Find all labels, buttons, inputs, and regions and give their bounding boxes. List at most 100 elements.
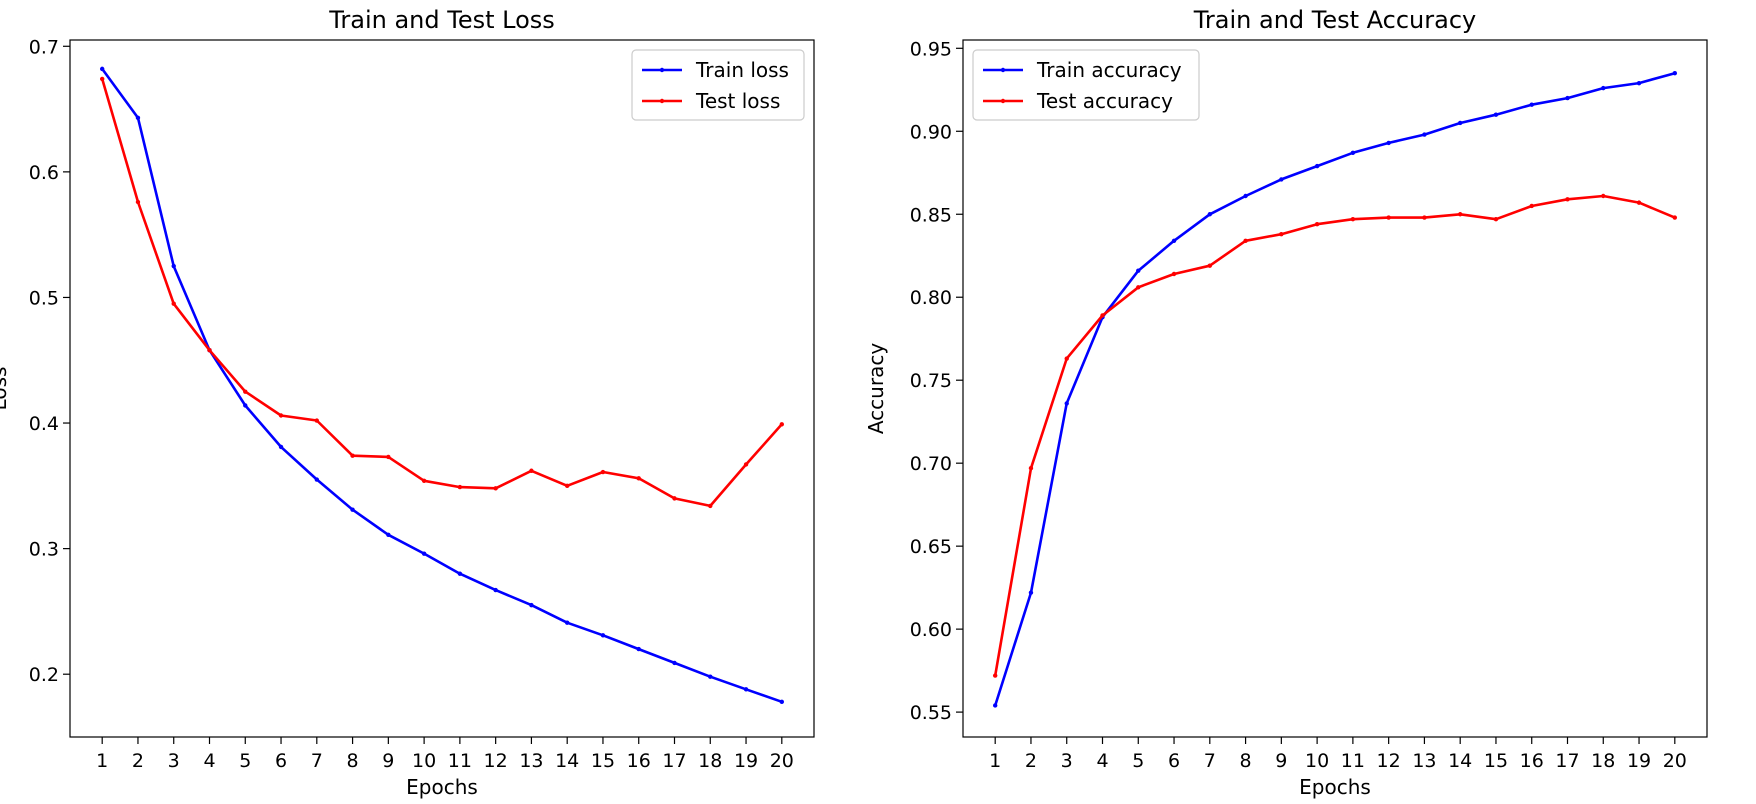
data-point-test-loss [278, 413, 284, 418]
data-point-train-accuracy [1207, 212, 1213, 217]
y-tick-label: 0.80 [910, 287, 952, 309]
data-point-test-accuracy [1136, 285, 1141, 290]
data-point-train-loss [278, 444, 284, 450]
y-tick-label: 0.70 [910, 453, 952, 475]
y-axis-label: Accuracy [864, 343, 888, 434]
y-tick-label: 0.5 [29, 287, 59, 309]
series-line-test-loss [100, 78, 783, 508]
x-tick-label: 8 [1240, 750, 1252, 772]
data-point-test-loss [243, 389, 248, 394]
x-tick-label: 5 [1132, 750, 1144, 772]
data-point-test-loss [708, 503, 713, 509]
x-tick-label: 7 [311, 750, 323, 772]
data-point-train-loss [743, 687, 749, 692]
x-tick-label: 13 [1412, 750, 1436, 772]
x-tick-label: 11 [1341, 750, 1365, 772]
x-tick-label: 14 [555, 750, 579, 772]
data-point-test-accuracy [1386, 215, 1391, 220]
x-tick-label: 4 [203, 750, 215, 772]
data-point-test-loss [457, 484, 463, 490]
data-point-test-loss [779, 422, 785, 427]
y-tick-label: 0.90 [910, 121, 952, 143]
data-point-train-loss [779, 699, 785, 705]
legend-label: Test accuracy [1036, 89, 1173, 113]
data-point-test-accuracy [1028, 465, 1034, 471]
data-point-train-accuracy [1171, 238, 1177, 244]
legend: Train accuracy Test accuracy [972, 49, 1200, 121]
data-point-test-loss [421, 478, 427, 484]
plot-frame [962, 39, 1708, 738]
data-point-train-accuracy [1601, 85, 1606, 91]
data-point-train-accuracy [1422, 132, 1427, 137]
data-point-train-accuracy [1279, 177, 1284, 182]
x-tick-label: 10 [1305, 750, 1329, 772]
data-point-train-loss [564, 620, 570, 625]
data-point-train-loss [708, 674, 713, 679]
data-point-test-accuracy [1422, 215, 1427, 220]
chart-title: Train and Test Loss [328, 6, 555, 34]
x-tick-label: 3 [168, 750, 180, 772]
data-point-test-accuracy [992, 673, 998, 678]
data-point-train-accuracy [1565, 95, 1570, 101]
data-point-train-accuracy [1457, 120, 1463, 126]
y-tick-label: 0.3 [29, 539, 59, 561]
data-point-train-accuracy [1493, 112, 1499, 117]
data-point-train-accuracy [1672, 70, 1678, 76]
x-tick-label: 1 [989, 750, 1001, 772]
data-point-test-loss [600, 469, 606, 475]
data-point-test-loss [636, 476, 641, 481]
data-point-train-accuracy [1350, 150, 1356, 156]
y-axis-label: Loss [0, 367, 11, 411]
data-point-test-loss [493, 486, 498, 491]
legend-frame [631, 49, 805, 121]
y-tick-label: 0.7 [29, 36, 59, 58]
x-tick-label: 19 [1627, 750, 1651, 772]
y-tick-label: 0.75 [910, 370, 952, 392]
x-tick-label: 4 [1096, 750, 1108, 772]
y-tick-label: 0.65 [910, 536, 952, 558]
chart-title: Train and Test Accuracy [1193, 6, 1476, 34]
data-point-test-accuracy [1601, 193, 1606, 199]
data-point-test-loss [99, 76, 105, 82]
x-tick-label: 20 [770, 750, 794, 772]
legend-marker [1000, 67, 1006, 73]
data-point-train-loss [314, 477, 320, 482]
legend-label: Train accuracy [1036, 58, 1182, 82]
x-tick-label: 14 [1448, 750, 1472, 772]
y-tick-label: 0.6 [29, 162, 59, 184]
data-point-test-loss [171, 301, 176, 306]
x-tick-label: 18 [1591, 750, 1615, 772]
data-point-test-loss [207, 347, 212, 353]
data-point-train-loss [350, 507, 355, 512]
legend-label: Train loss [695, 58, 789, 82]
data-point-test-accuracy [1565, 197, 1570, 202]
data-point-train-loss [529, 602, 534, 608]
data-point-train-accuracy [1243, 193, 1248, 199]
data-point-test-loss [743, 462, 749, 467]
x-tick-label: 17 [1555, 750, 1579, 772]
data-point-test-loss [564, 483, 570, 489]
data-point-test-accuracy [1064, 356, 1069, 361]
data-point-train-loss [421, 551, 427, 556]
data-point-test-accuracy [1529, 203, 1534, 209]
data-point-train-loss [672, 660, 677, 666]
data-point-train-loss [386, 532, 391, 538]
x-tick-label: 8 [347, 750, 359, 772]
data-point-train-loss [243, 403, 248, 408]
data-point-train-accuracy [1636, 80, 1642, 86]
y-tick-label: 0.95 [910, 38, 952, 60]
x-tick-label: 12 [1377, 750, 1401, 772]
data-point-test-accuracy [1636, 200, 1642, 205]
data-point-train-accuracy [1064, 401, 1069, 406]
y-tick-label: 0.60 [910, 619, 952, 641]
legend-marker [659, 67, 665, 73]
data-point-train-accuracy [992, 703, 998, 708]
data-point-train-accuracy [1028, 590, 1034, 595]
x-tick-label: 3 [1061, 750, 1073, 772]
y-tick-label: 0.2 [29, 664, 59, 686]
data-point-train-accuracy [1136, 268, 1141, 273]
legend-marker [659, 98, 665, 104]
x-tick-label: 9 [382, 750, 394, 772]
x-tick-label: 9 [1275, 750, 1287, 772]
